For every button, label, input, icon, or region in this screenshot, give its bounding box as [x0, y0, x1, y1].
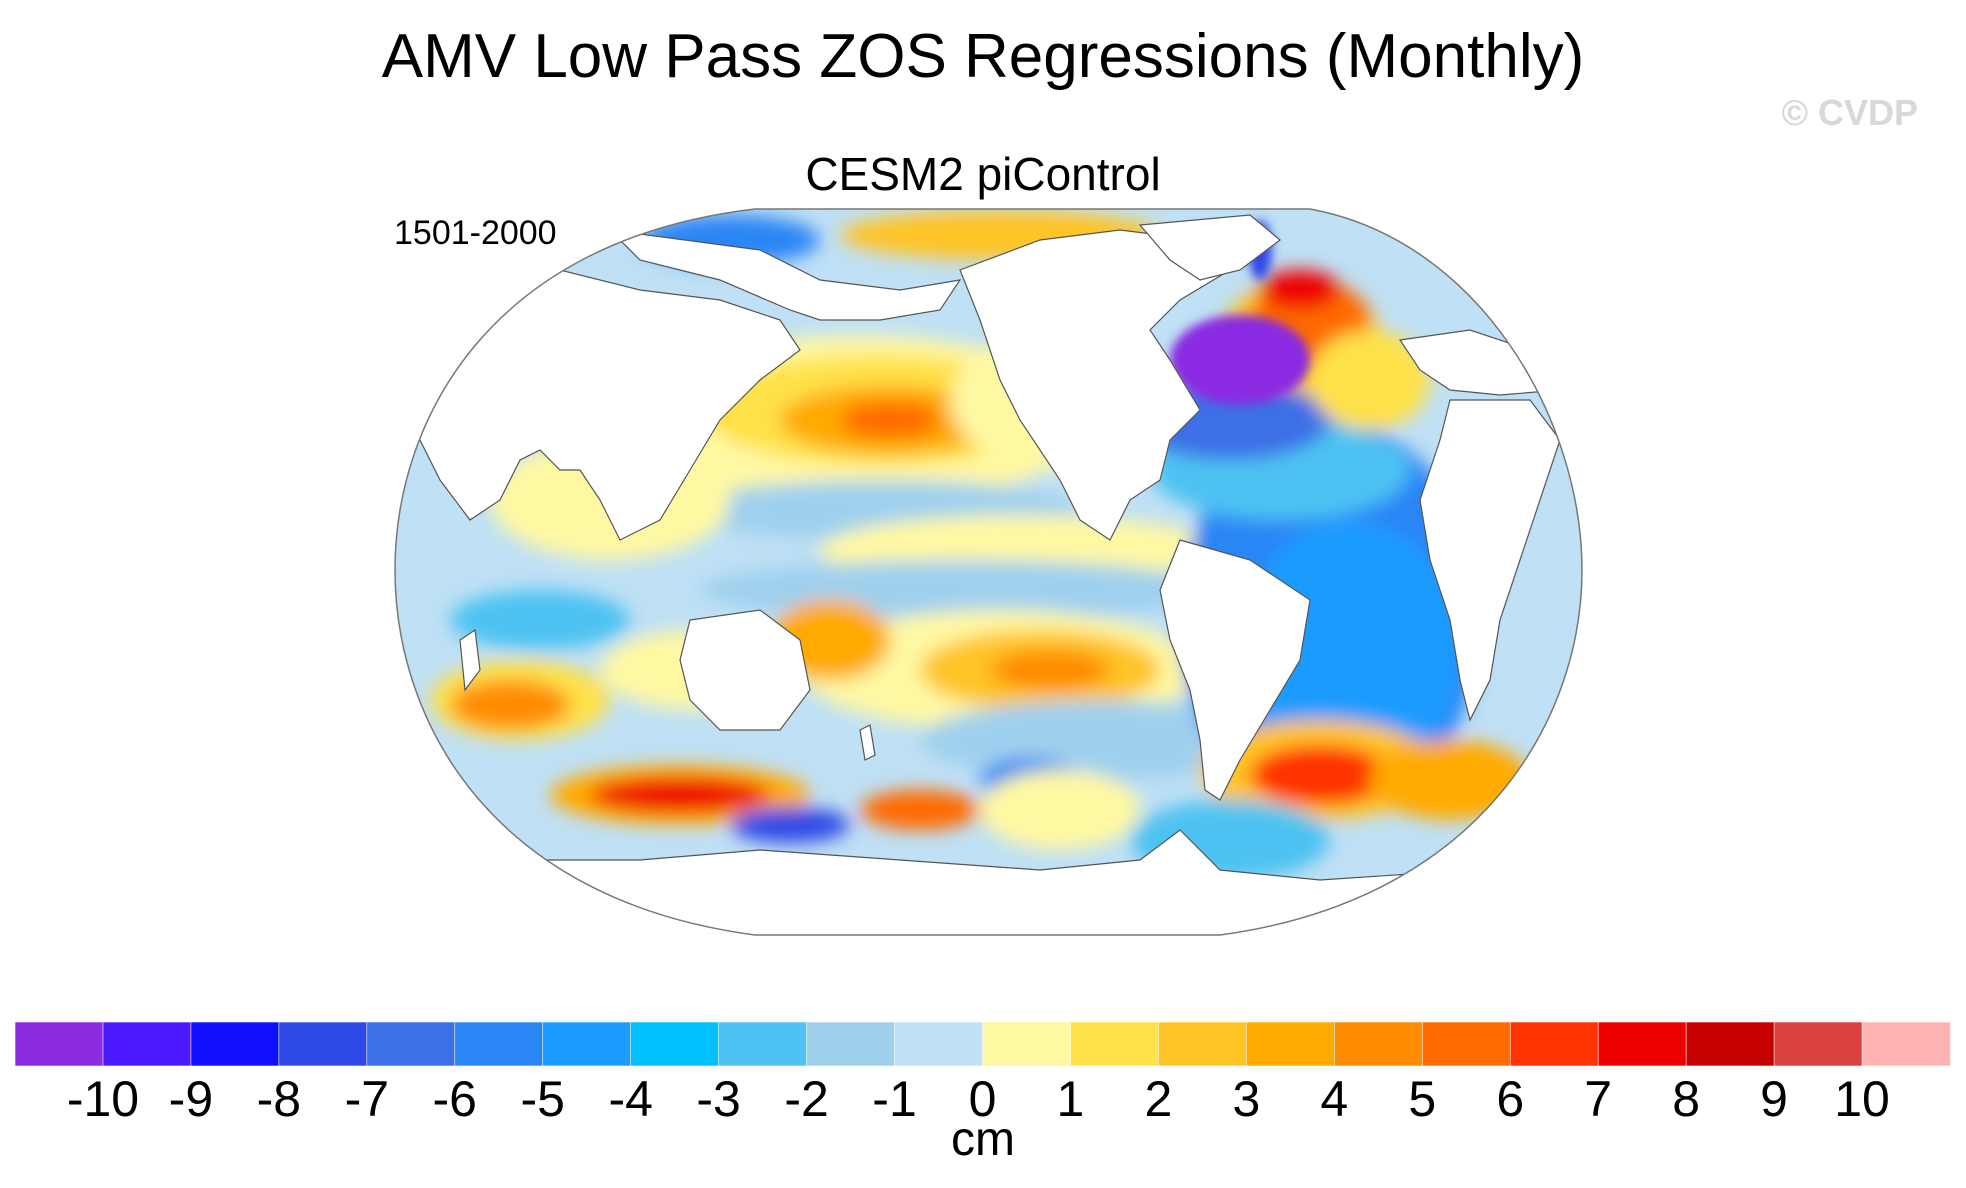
figure-title: AMV Low Pass ZOS Regressions (Monthly) — [381, 22, 1585, 91]
colorbar-swatch — [894, 1021, 984, 1067]
colorbar-tick-label: 7 — [1584, 1071, 1613, 1127]
colorbar-tick-label: -10 — [66, 1071, 140, 1127]
colorbar-swatch — [190, 1021, 280, 1067]
colorbar-swatch — [718, 1021, 808, 1067]
colorbar-swatch — [982, 1021, 1072, 1067]
colorbar-swatch — [14, 1021, 104, 1067]
colorbar-swatch — [102, 1021, 192, 1067]
colorbar-swatch — [1685, 1021, 1775, 1067]
colorbar-swatch — [278, 1021, 368, 1067]
colorbar-tick-label: -9 — [168, 1071, 214, 1127]
colorbar-swatch — [1861, 1021, 1951, 1067]
colorbar-swatch — [1246, 1021, 1336, 1067]
colorbar-tick-label: -8 — [256, 1071, 302, 1127]
colorbar-tick-label: 0 — [968, 1071, 997, 1127]
colorbar-swatch — [1509, 1021, 1599, 1067]
colorbar-swatch — [1773, 1021, 1863, 1067]
colorbar-tick-label: -5 — [520, 1071, 565, 1127]
colorbar-swatch — [630, 1021, 720, 1067]
colorbar-tick-label: -2 — [784, 1071, 829, 1127]
colorbar-swatch — [1597, 1021, 1687, 1067]
period-label: 1501-2000 — [394, 214, 557, 252]
colorbar-tick-label: 10 — [1834, 1071, 1890, 1127]
colorbar-tick-label: 8 — [1672, 1071, 1701, 1127]
colorbar-swatch — [806, 1021, 896, 1067]
colorbar-units: cm — [951, 1113, 1015, 1166]
colorbar-swatch — [542, 1021, 632, 1067]
panel-subtitle: CESM2 piControl — [805, 148, 1161, 200]
colorbar-tick-label: -1 — [872, 1071, 917, 1127]
colorbar-tick-label: -3 — [696, 1071, 741, 1127]
colorbar-swatch — [1158, 1021, 1248, 1067]
cvdp-watermark: © CVDP — [1781, 92, 1918, 133]
colorbar-tick-label: 5 — [1408, 1071, 1437, 1127]
colorbar-tick-label: 3 — [1232, 1071, 1261, 1127]
colorbar-tick-label: -6 — [432, 1071, 477, 1127]
colorbar-swatch — [1070, 1021, 1160, 1067]
colorbar-tick-label: 2 — [1144, 1071, 1173, 1127]
colorbar-tick-label: -4 — [608, 1071, 653, 1127]
colorbar-tick-label: 1 — [1056, 1071, 1085, 1127]
colorbar-swatch — [1334, 1021, 1424, 1067]
colorbar-tick-label: 9 — [1760, 1071, 1788, 1127]
colorbar-tick-label: -7 — [344, 1071, 390, 1127]
colorbar-swatch — [1421, 1021, 1512, 1067]
colorbar-tick-label: 6 — [1496, 1071, 1525, 1127]
colorbar-swatch — [454, 1021, 544, 1067]
colorbar-tick-label: 4 — [1320, 1071, 1349, 1127]
colorbar-swatch — [366, 1021, 456, 1067]
